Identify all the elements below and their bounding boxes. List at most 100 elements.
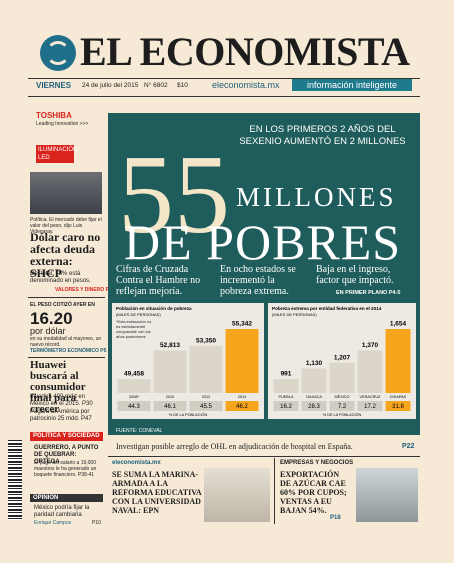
value-label: 1,654	[390, 321, 407, 328]
section-ref: VALORES Y DINERO P4	[55, 287, 112, 293]
value-label: 1,130	[306, 360, 323, 367]
value-label: 52,813	[160, 342, 180, 349]
bar	[301, 368, 327, 393]
chart-subtitle: (MILES DE PERSONAS)	[116, 312, 161, 317]
value-label: 991	[281, 371, 292, 378]
page-ref: P10	[92, 520, 101, 526]
headline: GUERRERO, A PUNTO DE QUEBRAR: ORTEGA	[34, 445, 99, 465]
chart: Población en situación de pobreza(MILES …	[112, 303, 264, 419]
headline-line2: DE POBRES	[124, 214, 402, 270]
barcode	[8, 440, 22, 520]
bar	[357, 350, 383, 393]
bar	[329, 362, 355, 393]
url[interactable]: eleconomista.mx	[212, 80, 280, 90]
logo-swoosh	[46, 41, 70, 65]
section[interactable]: eleconomista.mx	[112, 460, 161, 466]
share-cell	[385, 401, 411, 411]
bullet: Pagará al América por patrocinio 25 mdd.…	[30, 409, 92, 422]
category-label: 2008*	[129, 395, 139, 399]
share-cell	[357, 401, 383, 411]
category-label: OAXACA	[306, 395, 322, 399]
masthead: EL ECONOMISTA	[80, 29, 410, 74]
share-value: 31.8	[392, 404, 404, 410]
share-value: 17.2	[364, 404, 376, 410]
share-value: 7.2	[338, 404, 347, 410]
photo	[30, 172, 102, 214]
rule	[28, 357, 105, 358]
rule	[108, 456, 420, 457]
share-value: 46.2	[236, 404, 248, 410]
headline: EXPORTACIÓN DE AZÚCAR CAE 60% POR CUPOS;…	[280, 470, 347, 515]
value-label: 1,370	[362, 342, 379, 349]
kicker: EN LOS PRIMEROS 2 AÑOS DEL SEXENIO AUMEN…	[239, 124, 406, 147]
category-label: PUEBLA	[279, 395, 294, 399]
headline: Investigan posible arreglo de OHL en adj…	[116, 442, 353, 451]
page-ref: P18	[330, 515, 341, 521]
chart-title: Población en situación de pobreza	[116, 306, 192, 311]
value-label: 55,342	[232, 321, 252, 328]
share-cell	[329, 401, 355, 411]
share-value: 28.3	[308, 404, 320, 410]
category-label: VERACRUZ	[360, 395, 382, 399]
rule	[28, 96, 420, 97]
rule	[274, 458, 275, 524]
share-cell	[301, 401, 327, 411]
category-label: 2010	[166, 395, 174, 399]
exchange-rate: 16.20	[30, 309, 73, 328]
chart: Pobreza extrema por entidad federativa e…	[268, 303, 416, 419]
chart-note: *Esta estimación no es estrictamente com…	[116, 319, 152, 339]
tagline: información inteligente	[292, 79, 412, 91]
headline: Huawei buscará al consumidor final para …	[30, 359, 86, 415]
chart-title: Pobreza extrema por entidad federativa e…	[272, 306, 382, 311]
source: FUENTE: CONEVAL	[116, 428, 163, 434]
ad-slogan: Leading Innovation >>>	[36, 121, 89, 127]
section-ref: TERMÓMETRO ECONÓMICO P5	[30, 348, 107, 354]
price: $10	[177, 82, 188, 89]
bullet: Baja en el ingreso, factor que impactó.	[316, 264, 394, 286]
value-label: 49,458	[124, 371, 144, 378]
category-label: 2012	[202, 395, 210, 399]
share-value: 45.5	[200, 404, 212, 410]
bullet: Invertirá 400 mdd en México en el 2015. …	[30, 394, 93, 407]
headline: México podría fijar la paridad cambiaria	[34, 505, 90, 518]
page-ref: P22	[402, 443, 415, 450]
bar	[385, 329, 411, 393]
share-value: 46.1	[164, 404, 176, 410]
share-cell	[153, 401, 187, 411]
section: EMPRESAS Y NEGOCIOS	[280, 460, 354, 466]
ad-product: ILUMINACIÓN LED	[36, 145, 78, 163]
chart-note-box: *Esta estimación no es estrictamente com…	[116, 319, 152, 339]
label: EL PESO COTIZÓ AYER EN	[30, 302, 95, 308]
headline: SE SUMA LA MARINA-ARMADA A LA REFORMA ED…	[112, 470, 202, 515]
bar	[225, 329, 259, 393]
day: VIERNES	[36, 81, 72, 90]
rule	[28, 78, 420, 79]
section: POLÍTICA Y SOCIEDAD	[30, 432, 103, 441]
chart-subtitle: (MILES DE PERSONAS)	[272, 312, 317, 317]
note: en su modalidad al mayoreo, un nuevo réc…	[30, 336, 102, 348]
photo-caption: Política. El mercado debe fijar el valor…	[30, 217, 102, 235]
share-label: % DE LA POBLACIÓN	[169, 412, 208, 417]
section: OPINIÓN	[30, 494, 103, 502]
bullet: Cifras de Cruzada Contra el Hambre no re…	[116, 264, 201, 297]
category-label: MÉXICO	[335, 394, 350, 399]
issue-number: N° 6802	[144, 82, 168, 89]
category-label: 2014	[238, 395, 246, 399]
rule	[28, 297, 105, 298]
value-label: 1,207	[334, 354, 351, 361]
share-value: 16.2	[280, 404, 292, 410]
photo	[204, 468, 270, 522]
category-label: CHIAPAS	[390, 395, 407, 399]
share-cell	[273, 401, 299, 411]
share-cell	[225, 401, 259, 411]
page-ref: EN PRIMER PLANO P4-5	[336, 290, 401, 296]
date: 24 de julio del 2015	[82, 82, 139, 89]
text: El pago del salario a 19,000 maestros le…	[34, 460, 97, 478]
bullet: En ocho estados se incrementó la pobreza…	[220, 264, 296, 297]
photo	[356, 468, 418, 522]
bullet: Del total, 78% está denominado en pesos.	[30, 271, 91, 284]
headline-line1: MILLONES	[236, 182, 397, 212]
author: Enrique Campos	[34, 520, 72, 526]
value-label: 53,350	[196, 338, 216, 345]
